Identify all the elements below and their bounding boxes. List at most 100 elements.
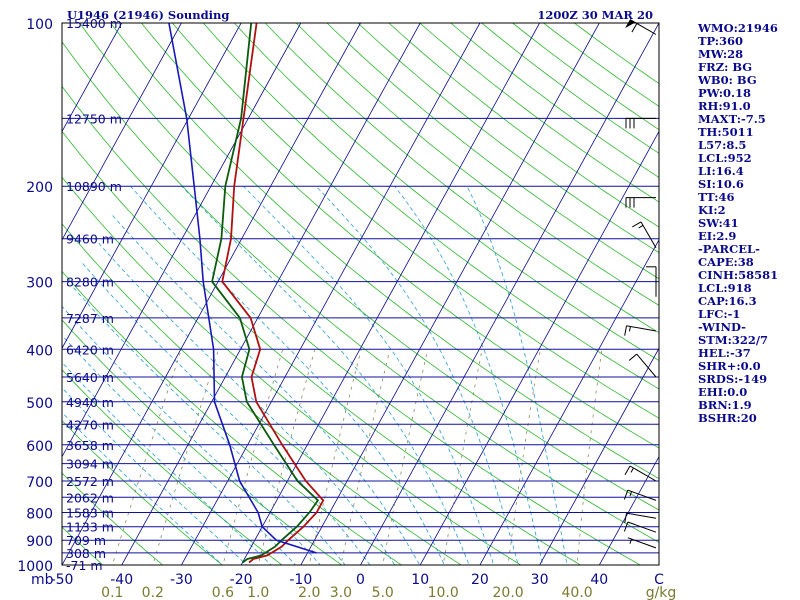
temperature-tick-label: -20 xyxy=(230,572,253,588)
temperature-tick-label: 40 xyxy=(590,572,608,588)
background-grid xyxy=(62,23,659,565)
wind-barb-staff xyxy=(627,537,657,549)
dewpoint-profile xyxy=(211,23,320,564)
standard-atmosphere-profile xyxy=(168,23,317,554)
dry-adiabat xyxy=(357,23,659,254)
isotherm xyxy=(598,455,659,565)
isotherm xyxy=(479,238,659,565)
wind-barb-half-feather xyxy=(629,538,633,544)
isotherm xyxy=(62,23,123,133)
mixing-ratio-label: 5.0 xyxy=(372,585,394,600)
wind-barb xyxy=(627,537,657,549)
dry-adiabat xyxy=(79,23,659,511)
wind-barb-flag xyxy=(625,19,636,29)
wind-barb-staff xyxy=(636,353,657,378)
dry-adiabat xyxy=(202,23,659,390)
wind-barb-feather xyxy=(623,489,629,500)
height-label: 9460 m xyxy=(66,232,114,247)
isotherm xyxy=(62,23,302,458)
moist-adiabat xyxy=(62,361,272,565)
sounding-index-item: FRZ: BG xyxy=(698,60,753,74)
height-label: 6420 m xyxy=(66,342,114,357)
isotherm xyxy=(180,23,481,565)
pressure-tick-label: 900 xyxy=(26,534,53,550)
station-title: U1946 (21946) Sounding xyxy=(67,8,229,22)
moist-adiabat xyxy=(394,185,544,565)
isotherm xyxy=(300,23,600,565)
wind-barb xyxy=(623,521,657,533)
sounding-index-item: PW:0.18 xyxy=(698,86,752,100)
height-label: 7287 m xyxy=(66,311,114,326)
temperature-tick-label: -30 xyxy=(170,572,193,588)
height-label: 4940 m xyxy=(66,395,114,410)
dry-adiabat xyxy=(62,176,522,565)
moist-adiabat xyxy=(62,411,223,565)
wind-barb-feather xyxy=(624,513,627,523)
mixing-ratio-label: 20.0 xyxy=(493,585,524,600)
sounding-index-item: RH:91.0 xyxy=(698,99,751,113)
height-label: 8280 m xyxy=(66,275,114,290)
dry-adiabat xyxy=(233,23,659,362)
mixing-ratio-label: 1.0 xyxy=(247,585,269,600)
dry-adiabat xyxy=(295,23,659,306)
moist-adiabat xyxy=(62,387,248,565)
height-label: 308 m xyxy=(66,546,106,561)
mixing-ratio-label: 0.1 xyxy=(101,585,123,600)
isotherm xyxy=(62,23,242,350)
dry-adiabat xyxy=(62,130,582,565)
mixing-ratio-line xyxy=(442,349,483,565)
wind-barb xyxy=(646,266,657,297)
height-label: 12750 m xyxy=(66,111,122,126)
moist-adiabat xyxy=(243,185,495,565)
wind-barb-feather xyxy=(631,23,638,33)
sounding-index-item: TH:5011 xyxy=(698,125,754,139)
dry-adiabat xyxy=(171,23,659,419)
temperature-profile xyxy=(221,23,325,564)
sounding-index-item: SW:41 xyxy=(698,216,739,230)
dry-adiabat xyxy=(62,472,164,565)
height-label: 15400 m xyxy=(66,16,122,31)
wind-barb-half-feather xyxy=(629,326,631,332)
sounding-index-item: MAXT:-7.5 xyxy=(698,112,766,126)
mixing-ratio-line xyxy=(507,349,541,565)
pressure-tick-label: 100 xyxy=(26,17,53,33)
height-label: 3658 m xyxy=(66,438,114,453)
pressure-tick-label: 1000 xyxy=(17,559,53,575)
wind-barb-staff xyxy=(627,489,657,501)
wind-barbs xyxy=(623,19,657,549)
wind-barb-feather xyxy=(623,521,629,532)
wind-barb-staff xyxy=(626,512,657,519)
dry-adiabat xyxy=(62,369,283,565)
wind-barb-feather xyxy=(624,325,627,336)
height-label: 2572 m xyxy=(66,474,114,489)
sounding-index-item: HEL:-37 xyxy=(698,346,751,360)
mixing-ratio-line xyxy=(111,349,182,565)
sounding-index-item: BSHR:20 xyxy=(698,411,757,425)
dry-adiabat xyxy=(140,23,659,449)
sounding-index-item: CAPE:38 xyxy=(698,255,754,269)
dry-adiabat xyxy=(264,23,659,334)
mixing-ratio-label: 2.0 xyxy=(298,585,320,600)
sounding-index-item: LCL:918 xyxy=(698,281,752,295)
height-label: 1133 m xyxy=(66,520,114,535)
isotherm xyxy=(360,23,659,565)
temperature-tick-label: 30 xyxy=(531,572,549,588)
temperature-unit-label: C xyxy=(654,572,664,588)
mixing-ratio-label: 3.0 xyxy=(330,585,352,600)
wind-barb xyxy=(625,117,656,129)
moist-adiabat xyxy=(71,285,346,565)
moist-adiabat xyxy=(110,213,421,565)
pressure-tick-label: 300 xyxy=(26,276,53,292)
mixing-ratio-label: 0.6 xyxy=(212,585,234,600)
sounding-index-item: EI:2.9 xyxy=(698,229,737,243)
sounding-index-item: SI:10.6 xyxy=(698,177,744,191)
wind-barb xyxy=(625,19,657,35)
sounding-index-item: -PARCEL- xyxy=(698,242,760,256)
pressure-unit-label: mb xyxy=(31,572,54,588)
pressure-tick-label: 600 xyxy=(26,439,53,455)
temperature-tick-label: 10 xyxy=(411,572,429,588)
temperature-tick-label: -10 xyxy=(289,572,312,588)
wind-barb-half-feather xyxy=(629,491,633,497)
wind-barb xyxy=(624,325,657,336)
dry-adiabat xyxy=(62,223,462,565)
